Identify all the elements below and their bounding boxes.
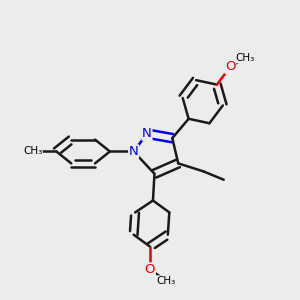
Text: CH₃: CH₃ [236,53,255,63]
Text: O: O [225,60,236,73]
Text: CH₃: CH₃ [23,146,42,157]
Text: O: O [145,263,155,276]
Text: N: N [129,145,139,158]
Text: N: N [142,127,152,140]
Text: CH₃: CH₃ [157,276,176,286]
